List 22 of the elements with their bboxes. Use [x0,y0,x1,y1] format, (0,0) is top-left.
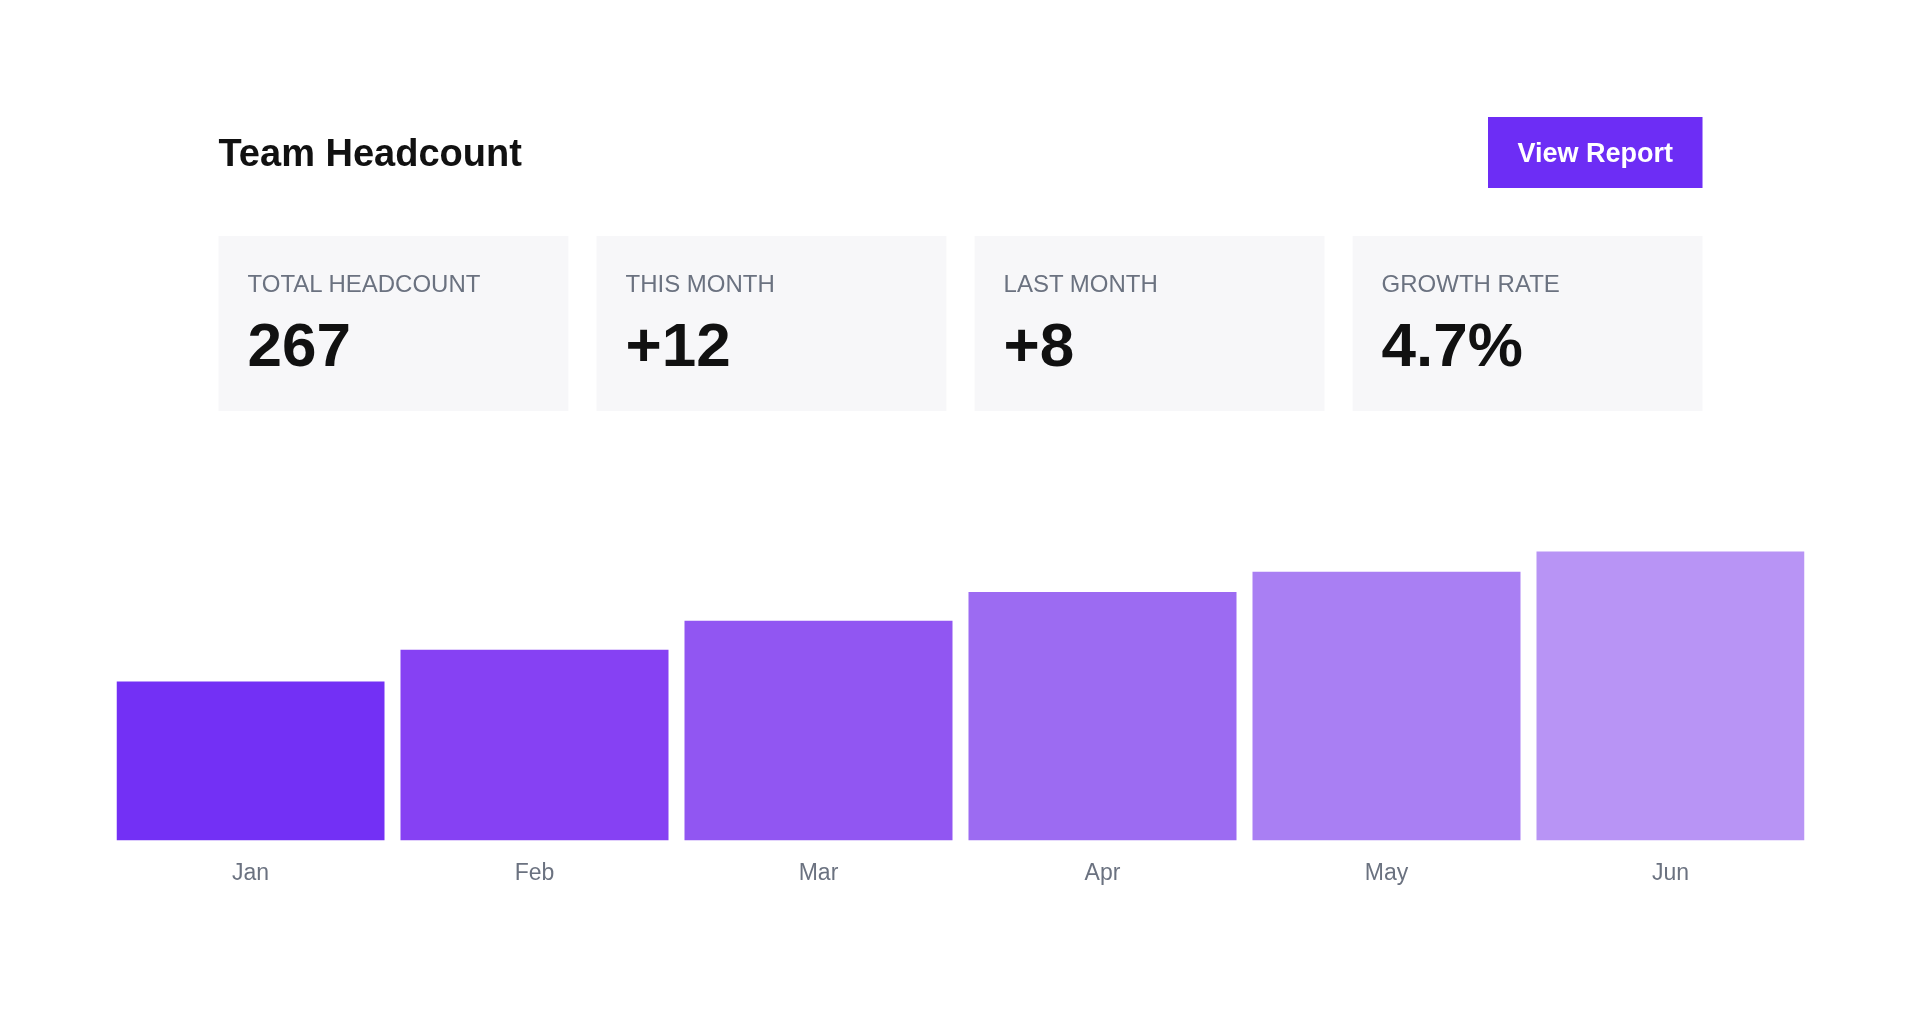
text: Team Headcount [218,131,523,174]
category-label: THIS MONTH [625,270,775,297]
bar [400,649,669,841]
x-tick-label: Feb [514,858,555,885]
x-tick-label: May [1364,858,1409,885]
bar [116,681,385,841]
text: 4.7% [1381,310,1523,379]
text: View Report [1517,137,1674,168]
x-tick-label: Mar [798,858,839,885]
x-tick-label: Jan [231,858,270,885]
bar [1252,571,1521,841]
text: +12 [625,309,731,379]
category-label: TOTAL HEADCOUNT [247,270,481,297]
text: 267 [247,309,351,379]
category-label: LAST MONTH [1003,270,1158,297]
text: +8 [1003,309,1075,379]
bar [968,591,1237,841]
x-tick-label: Apr [1084,858,1121,885]
category-label: GROWTH RATE [1381,270,1560,297]
bar [1536,551,1805,841]
x-tick-label: Jun [1651,858,1690,885]
bar [684,620,953,841]
